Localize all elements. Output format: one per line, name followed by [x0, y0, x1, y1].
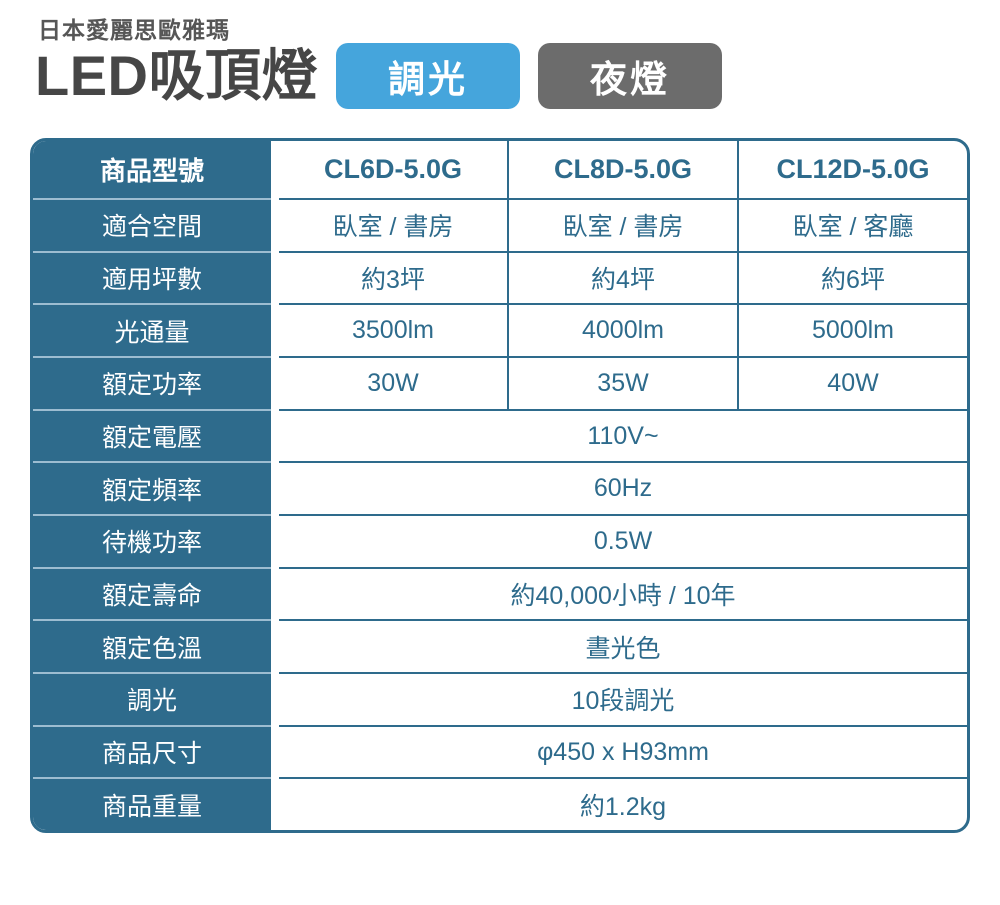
spec-value: 晝光色 [585, 634, 661, 663]
spec-value: 約6坪 [737, 252, 967, 304]
spec-label-column: 商品型號 適合空間 適用坪數 光通量 額定功率 額定電壓 額定頻率 待機功率 額… [33, 141, 271, 830]
table-row-rated-lifespan: 約40,000小時 / 10年 [279, 569, 967, 622]
spec-label-standby-power: 待機功率 [33, 516, 271, 569]
model-name: CL12D-5.0G [737, 141, 967, 198]
spec-label-luminous-flux: 光通量 [33, 305, 271, 359]
spec-label-product-weight: 商品重量 [101, 792, 202, 821]
spec-value: 5000lm [737, 305, 967, 357]
spec-value: 約4坪 [507, 252, 737, 304]
spec-value: 約40,000小時 / 10年 [510, 582, 736, 611]
table-row-rated-frequency: 60Hz [279, 463, 967, 517]
spec-label-dimming: 調光 [33, 674, 271, 727]
spec-label-suitable-space: 適合空間 [33, 200, 271, 253]
table-row-product-dimensions: φ450 x H93mm [279, 727, 967, 780]
page-title: LED吸頂燈 [35, 44, 318, 107]
spec-value: 臥室 / 客廳 [737, 200, 967, 251]
brand-text: 日本愛麗思歐雅瑪 [38, 17, 230, 43]
table-row-suitable-space: 臥室 / 書房 臥室 / 書房 臥室 / 客廳 [279, 200, 967, 253]
spec-label-model: 商品型號 [33, 141, 271, 200]
table-row-rated-power: 30W 35W 40W [279, 358, 967, 411]
table-row-luminous-flux: 3500lm 4000lm 5000lm [279, 305, 967, 359]
spec-label-rated-power: 額定功率 [33, 358, 271, 411]
spec-value: 40W [737, 358, 967, 409]
spec-label-product-dimensions: 商品尺寸 [33, 727, 271, 780]
nightlight-badge: 夜燈 [538, 43, 722, 109]
spec-label-rated-frequency: 額定頻率 [33, 463, 271, 517]
table-row-color-temperature: 晝光色 [279, 621, 967, 675]
spec-value: 60Hz [593, 474, 653, 503]
spec-label-rated-lifespan: 額定壽命 [33, 569, 271, 622]
model-name: CL8D-5.0G [507, 141, 737, 198]
spec-value: 35W [507, 358, 737, 409]
spec-label-color-temperature: 額定色溫 [33, 621, 271, 675]
table-row-dimming: 10段調光 [279, 674, 967, 727]
spec-value: φ450 x H93mm [537, 737, 709, 766]
model-name: CL6D-5.0G [323, 154, 463, 184]
spec-value: 30W [367, 368, 419, 397]
table-row-rated-voltage: 110V~ [279, 411, 967, 464]
spec-value: 110V~ [587, 421, 659, 450]
dimming-badge: 調光 [336, 43, 520, 109]
spec-table: 商品型號 適合空間 適用坪數 光通量 額定功率 額定電壓 額定頻率 待機功率 額… [30, 138, 970, 833]
spec-value: 10段調光 [571, 687, 675, 716]
spec-value: 約3坪 [361, 266, 425, 294]
spec-value: 3500lm [352, 316, 434, 345]
table-row-standby-power: 0.5W [279, 516, 967, 569]
spec-value: 0.5W [593, 526, 653, 555]
spec-value: 4000lm [507, 305, 737, 357]
table-row-applicable-area: 約3坪 約4坪 約6坪 [279, 252, 967, 306]
table-row-models: CL6D-5.0G CL8D-5.0G CL12D-5.0G [279, 141, 967, 200]
spec-value: 約1.2kg [579, 792, 667, 821]
table-gutter [271, 141, 279, 830]
title-row: LED吸頂燈 調光 夜燈 [35, 40, 722, 112]
spec-label-applicable-area: 適用坪數 [33, 253, 271, 306]
spec-value: 臥室 / 書房 [332, 213, 454, 242]
spec-data-area: CL6D-5.0G CL8D-5.0G CL12D-5.0G 臥室 / 書房 臥… [279, 141, 967, 830]
spec-value: 臥室 / 書房 [507, 200, 737, 251]
table-row-product-weight: 約1.2kg [279, 779, 967, 830]
spec-label-rated-voltage: 額定電壓 [33, 411, 271, 464]
